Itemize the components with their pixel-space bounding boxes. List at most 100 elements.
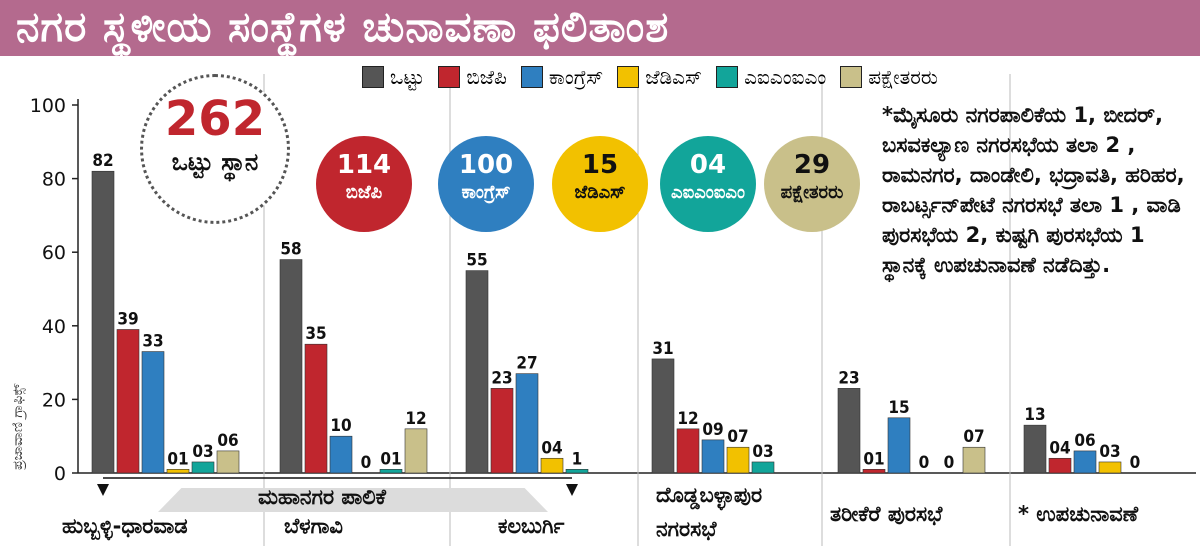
group-label: ಮಹಾನಗರ ಪಾಲಿಕೆ	[258, 485, 386, 509]
category-label-4: ತರೀಕೆರೆ ಪುರಸಭೆ	[830, 502, 943, 526]
bar-3-3	[726, 446, 750, 474]
bar-2-3	[540, 457, 564, 474]
y-tick-label-5: 100	[30, 95, 66, 117]
legend-item-3: ಜೆಡಿಎಸ್	[617, 65, 702, 89]
category-label-1: ಬೆಳಗಾವಿ	[284, 514, 343, 538]
group-band	[158, 488, 548, 512]
party-total-circle-4: 29 ಪಕ್ಷೇತರರು	[764, 136, 860, 232]
y-tick-label-4: 80	[42, 169, 66, 191]
data-label-0-5: 06	[217, 431, 238, 451]
y-tick-label-0: 0	[54, 463, 66, 485]
bar-3-0	[651, 358, 675, 474]
bar-0-4	[191, 461, 215, 474]
bar-5-0	[1023, 424, 1047, 474]
party-total-label-1: ಕಾಂಗ್ರೆಸ್	[461, 182, 511, 203]
bar-5-3	[1098, 461, 1122, 474]
data-label-1-2: 10	[330, 416, 351, 436]
total-seats-circle: 262 ಒಟ್ಟು ಸ್ಥಾನ	[140, 74, 290, 224]
data-label-0-4: 03	[192, 442, 213, 462]
bar-4-2	[887, 417, 911, 474]
bar-1-0	[279, 259, 303, 474]
chart-title: ನಗರ ಸ್ಥಳೀಯ ಸಂಸ್ಥೆಗಳ ಚುನಾವಣಾ ಫಲಿತಾಂಶ	[16, 2, 670, 51]
legend-label-2: ಕಾಂಗ್ರೆಸ್	[548, 65, 604, 89]
data-label-5-1: 04	[1049, 438, 1070, 458]
left-arrow	[97, 484, 109, 496]
party-total-label-4: ಪಕ್ಷೇತರರು	[780, 182, 844, 203]
legend-swatch-1	[438, 66, 461, 88]
bar-2-0	[465, 270, 489, 474]
party-total-circle-3: 04 ಎಐಎಂಐಎಂ	[660, 136, 756, 232]
data-label-4-0: 23	[838, 368, 859, 388]
bar-3-4	[751, 461, 775, 474]
data-label-3-4: 03	[752, 442, 773, 462]
bar-2-1	[490, 388, 514, 474]
party-total-circle-0: 114 ಬಿಜೆಪಿ	[316, 136, 412, 232]
data-label-4-1: 01	[863, 449, 884, 469]
legend-swatch-2	[520, 66, 543, 88]
legend-item-1: ಬಿಜೆಪಿ	[438, 65, 507, 89]
data-label-1-1: 35	[305, 324, 326, 344]
data-label-0-2: 33	[142, 332, 163, 352]
bar-1-2	[329, 435, 353, 474]
legend: ಒಟ್ಟು ಬಿಜೆಪಿ ಕಾಂಗ್ರೆಸ್ ಜೆಡಿಎಸ್ ಎಐಎಂಐಎಂ ಪಕ್ಷೇತ…	[362, 64, 938, 90]
party-total-label-3: ಎಐಎಂಐಎಂ	[671, 182, 745, 203]
party-total-circle-1: 100 ಕಾಂಗ್ರೆಸ್	[438, 136, 534, 232]
y-tick-label-1: 20	[42, 389, 66, 411]
data-label-3-1: 12	[677, 409, 698, 429]
data-label-1-5: 12	[405, 409, 426, 429]
bar-3-2	[701, 439, 725, 474]
data-label-0-0: 82	[92, 151, 113, 171]
data-label-4-5: 07	[963, 427, 984, 447]
data-label-3-2: 09	[702, 420, 723, 440]
bar-1-5	[404, 428, 428, 474]
data-label-2-4: 1	[572, 449, 583, 469]
legend-label-0: ಒಟ್ಟು	[390, 65, 425, 89]
total-seats-label: ಒಟ್ಟು ಸ್ಥಾನ	[171, 148, 259, 176]
legend-label-5: ಪಕ್ಷೇತರರು	[868, 65, 938, 89]
data-label-0-1: 39	[117, 309, 138, 329]
party-total-label-2: ಜೆಡಿಎಸ್	[574, 182, 626, 203]
data-label-3-3: 07	[727, 427, 748, 447]
data-label-2-3: 04	[541, 438, 562, 458]
party-total-value-2: 15	[581, 150, 619, 180]
bar-0-2	[141, 351, 165, 474]
bar-4-1	[862, 469, 886, 474]
bar-0-1	[116, 329, 140, 474]
bar-1-1	[304, 343, 328, 474]
data-label-4-3: 0	[919, 453, 930, 473]
bar-1-4	[379, 469, 403, 474]
bar-3-1	[676, 428, 700, 474]
bar-5-2	[1073, 450, 1097, 474]
data-label-2-1: 23	[491, 368, 512, 388]
legend-swatch-4	[716, 66, 739, 88]
legend-label-4: ಎಐಎಂಐಎಂ	[744, 65, 827, 89]
legend-item-5: ಪಕ್ಷೇತರರು	[840, 65, 938, 89]
party-total-value-4: 29	[793, 150, 831, 180]
legend-item-0: ಒಟ್ಟು	[362, 65, 424, 89]
bar-4-5	[962, 446, 986, 474]
footnote: *ಮೈಸೂರು ನಗರಪಾಲಿಕೆಯ 1, ಬೀದರ್, ಬಸವಕಲ್ಯಾಣ ನ…	[882, 103, 1185, 277]
legend-item-4: ಎಐಎಂಐಎಂ	[716, 65, 826, 89]
category-label-0: ಹುಬ್ಬಳ್ಳಿ-ಧಾರವಾಡ	[62, 514, 188, 538]
legend-swatch-3	[617, 66, 640, 88]
bar-2-2	[515, 373, 539, 474]
data-label-1-3: 0	[361, 453, 372, 473]
bar-4-0	[837, 388, 861, 474]
party-total-value-0: 114	[336, 150, 392, 180]
data-label-0-3: 01	[167, 449, 188, 469]
total-seats-value: 262	[164, 91, 266, 147]
legend-label-1: ಬಿಜೆಪಿ	[466, 65, 507, 89]
right-arrow	[566, 484, 578, 496]
y-tick-label-2: 40	[42, 316, 66, 338]
party-total-circle-2: 15 ಜೆಡಿಎಸ್	[552, 136, 648, 232]
title-banner: ನಗರ ಸ್ಥಳೀಯ ಸಂಸ್ಥೆಗಳ ಚುನಾವಣಾ ಫಲಿತಾಂಶ	[0, 0, 1200, 56]
data-label-5-0: 13	[1024, 405, 1045, 425]
category-label-2: ಕಲಬುರ್ಗಿ	[498, 514, 565, 538]
data-label-5-2: 06	[1074, 431, 1095, 451]
party-total-label-0: ಬಿಜೆಪಿ	[345, 182, 383, 203]
category-label-5: * ಉಪಚುನಾವಣೆ	[1018, 502, 1139, 526]
bar-0-5	[216, 450, 240, 474]
legend-item-2: ಕಾಂಗ್ರೆಸ್	[520, 65, 604, 89]
